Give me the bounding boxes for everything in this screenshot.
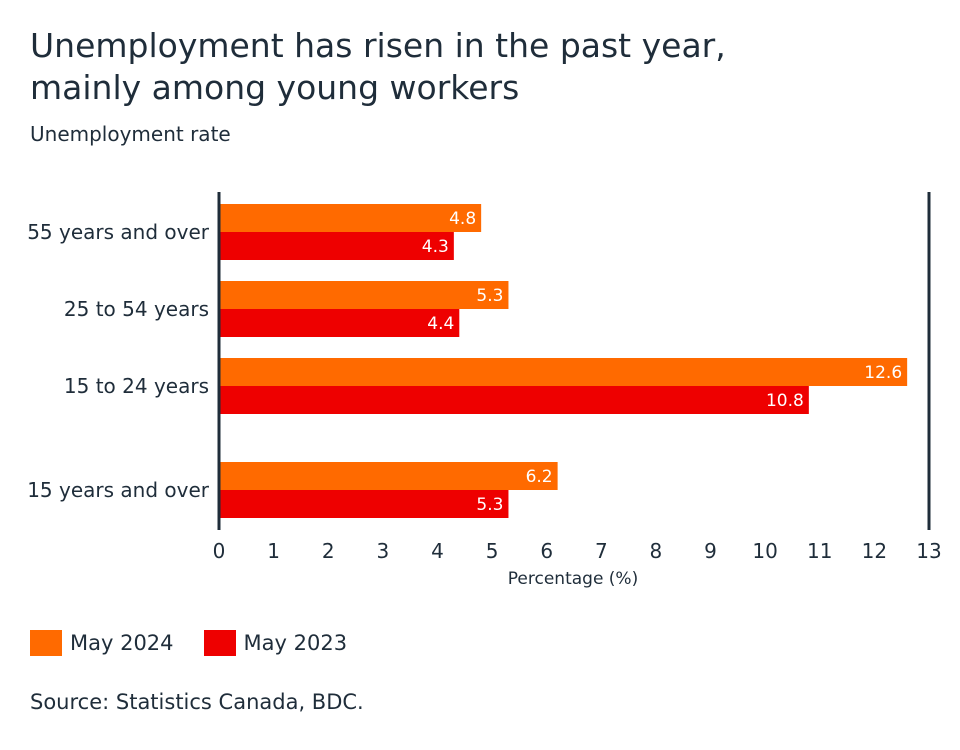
data-label: 10.8 — [766, 391, 804, 411]
legend-item-may-2024: May 2024 — [30, 630, 174, 656]
legend: May 2024 May 2023 — [30, 630, 377, 656]
bar — [219, 462, 558, 490]
x-tick-label: 3 — [376, 539, 389, 563]
x-axis-label: Percentage (%) — [508, 569, 638, 589]
bar — [219, 204, 482, 232]
category-label: 55 years and over — [27, 220, 210, 244]
x-tick-label: 4 — [431, 539, 444, 563]
bar — [219, 281, 509, 309]
bar — [219, 490, 509, 518]
legend-label-may-2023: May 2023 — [243, 631, 348, 655]
legend-item-may-2023: May 2023 — [203, 630, 348, 656]
legend-swatch-may-2023 — [203, 630, 236, 656]
data-label: 4.8 — [449, 209, 476, 229]
category-label: 15 to 24 years — [64, 374, 209, 398]
data-label: 4.4 — [427, 314, 454, 334]
bar — [219, 309, 460, 337]
x-tick-label: 2 — [322, 539, 335, 563]
x-tick-label: 5 — [486, 539, 499, 563]
chart-title-line-1: Unemployment has risen in the past year, — [30, 26, 726, 65]
bar — [219, 358, 908, 386]
bar — [219, 232, 454, 260]
x-tick-label: 9 — [704, 539, 717, 563]
category-label: 15 years and over — [27, 478, 210, 502]
bar-chart: 4.84.3 55 years and over 5.3 4.4 25 to 54 ye… — [27, 192, 942, 589]
x-tick-label: 8 — [650, 539, 663, 563]
x-tick-label: 12 — [862, 539, 887, 563]
data-label: 12.6 — [864, 363, 902, 383]
legend-label-may-2024: May 2024 — [70, 631, 174, 655]
data-label: 4.3 — [422, 237, 449, 257]
data-label: 5.3 — [476, 495, 503, 515]
x-tick-label: 10 — [752, 539, 777, 563]
source-note: Source: Statistics Canada, BDC. — [30, 690, 364, 714]
x-tick-label: 7 — [595, 539, 608, 563]
x-tick-label: 11 — [807, 539, 832, 563]
category-label: 25 to 54 years — [64, 297, 209, 321]
data-label: 6.2 — [526, 467, 553, 487]
x-tick-label: 6 — [540, 539, 553, 563]
chart-subtitle: Unemployment rate — [30, 122, 231, 146]
bar — [219, 386, 809, 414]
data-label: 5.3 — [476, 286, 503, 306]
x-tick-label: 1 — [267, 539, 280, 563]
x-tick-label: 0 — [213, 539, 226, 563]
x-tick-label: 13 — [916, 539, 941, 563]
chart-title: Unemployment has risen in the past year,… — [30, 25, 910, 109]
legend-swatch-may-2024 — [30, 630, 62, 656]
chart-title-line-2: mainly among young workers — [30, 68, 520, 107]
